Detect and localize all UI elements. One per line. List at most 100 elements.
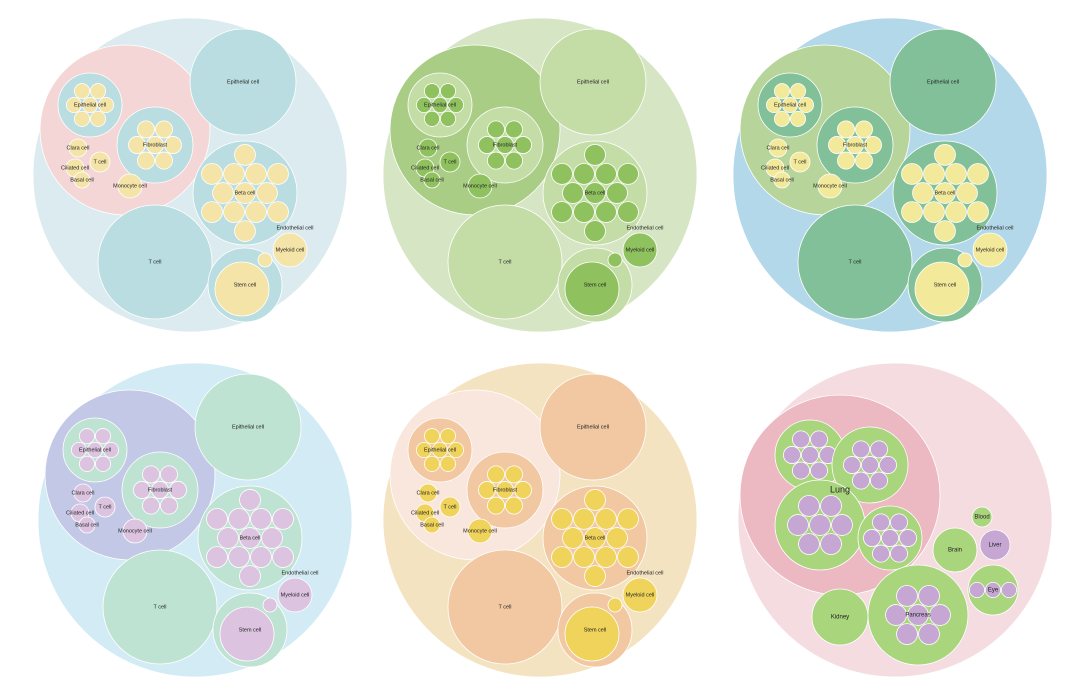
cell-bubble xyxy=(212,182,234,204)
group-circle xyxy=(768,138,788,158)
cell-bubble xyxy=(146,136,164,154)
cell-bubble xyxy=(967,201,989,223)
group-circle xyxy=(97,204,213,320)
circle-label: Ciliated cell xyxy=(411,165,439,171)
cell-bubble xyxy=(256,182,278,204)
cell-bubble xyxy=(798,533,820,555)
circle-label: Blood xyxy=(974,515,989,521)
cell-bubble xyxy=(151,481,169,499)
cell-bubble xyxy=(562,527,584,549)
cell-bubble xyxy=(918,585,940,607)
cell-bubble xyxy=(234,220,256,242)
cell-bubble xyxy=(439,110,456,127)
cell-bubble xyxy=(206,508,228,530)
circle-label: T cell xyxy=(443,504,456,510)
cell-bubble xyxy=(98,97,115,114)
circle-label: Endothelial cell xyxy=(977,225,1014,231)
group-circle xyxy=(257,252,273,268)
circle-label: Endothelial cell xyxy=(627,570,664,576)
cell-bubble xyxy=(969,582,986,599)
cell-bubble xyxy=(245,163,267,185)
cell-bubble xyxy=(514,136,532,154)
group-circle xyxy=(73,483,93,503)
cell-bubble xyxy=(128,136,146,154)
cell-bubble xyxy=(103,441,120,458)
group-circle xyxy=(564,261,620,317)
cell-bubble xyxy=(798,495,820,517)
cell-bubble xyxy=(584,144,606,166)
group-circle xyxy=(102,549,218,665)
cell-bubble xyxy=(272,508,294,530)
group-circle xyxy=(914,261,970,317)
cell-bubble xyxy=(573,546,595,568)
cell-bubble xyxy=(155,120,173,139)
packing-panel: Epithelial cell T cell Beta cell Stem cell M… xyxy=(32,17,348,333)
circle-label: Beta cell xyxy=(934,190,955,196)
cell-bubble xyxy=(137,120,155,139)
cell-bubble xyxy=(496,136,514,154)
circle-label: Ciliated cell xyxy=(411,510,439,516)
cell-bubble xyxy=(79,455,96,472)
circle-label: T cell xyxy=(443,159,456,165)
cell-bubble xyxy=(617,508,639,530)
cell-bubble xyxy=(985,582,1002,599)
cell-bubble xyxy=(584,489,606,511)
cell-bubble xyxy=(90,110,107,127)
cell-bubble xyxy=(606,182,628,204)
circle-label: Myeloid cell xyxy=(626,247,655,253)
group-circle xyxy=(467,173,493,199)
cell-bubble xyxy=(820,495,842,517)
group-circle xyxy=(972,232,1008,268)
cell-bubble xyxy=(790,83,807,100)
cell-bubble xyxy=(217,527,239,549)
cell-bubble xyxy=(798,97,815,114)
circle-label: Clara cell xyxy=(417,145,440,151)
cell-bubble xyxy=(505,151,523,170)
group-circle xyxy=(439,496,461,518)
group-circle xyxy=(423,516,441,534)
cell-bubble xyxy=(929,604,951,626)
cell-bubble xyxy=(855,120,873,139)
circle-label: Monocyte cell xyxy=(118,528,152,534)
cell-bubble xyxy=(95,455,112,472)
circle-label: T cell xyxy=(498,604,511,610)
circle-label: T cell xyxy=(148,259,161,265)
cell-bubble xyxy=(837,151,855,170)
cell-bubble xyxy=(514,481,532,499)
cell-bubble xyxy=(907,604,929,626)
cell-bubble xyxy=(164,136,182,154)
group-circle xyxy=(78,516,96,534)
cell-bubble xyxy=(272,546,294,568)
group-circle xyxy=(418,138,438,158)
cell-bubble xyxy=(431,441,448,458)
cell-bubble xyxy=(415,97,432,114)
cell-bubble xyxy=(606,527,628,549)
cell-bubble xyxy=(617,163,639,185)
circle-label: Pancreas xyxy=(905,613,930,619)
cell-bubble xyxy=(912,182,934,204)
cell-bubble xyxy=(551,508,573,530)
circle-label: Clara cell xyxy=(417,490,440,496)
cell-bubble xyxy=(206,546,228,568)
cell-bubble xyxy=(885,604,907,626)
circle-label: Beta cell xyxy=(239,535,260,541)
cell-bubble xyxy=(505,465,523,484)
cell-bubble xyxy=(872,513,890,532)
cell-bubble xyxy=(496,481,514,499)
packing-panel: Epithelial cell T cell Beta cell Stem cell M… xyxy=(382,362,698,678)
group-circle xyxy=(122,518,148,544)
cell-bubble xyxy=(133,481,151,499)
cell-bubble xyxy=(478,481,496,499)
circle-label: Stem cell xyxy=(934,282,957,288)
cell-bubble xyxy=(431,97,448,114)
group-circle xyxy=(219,606,275,662)
circle-label: Endothelial cell xyxy=(627,225,664,231)
cell-bubble xyxy=(870,440,888,459)
circle-label: Brain xyxy=(948,548,962,554)
packing-panel: Epithelial cell T cell Beta cell Stem cell M… xyxy=(382,17,698,333)
cell-bubble xyxy=(774,83,791,100)
cell-bubble xyxy=(901,201,923,223)
circle-label: Liver xyxy=(988,543,1001,549)
group-circle xyxy=(622,577,658,613)
group-circle xyxy=(89,151,111,173)
